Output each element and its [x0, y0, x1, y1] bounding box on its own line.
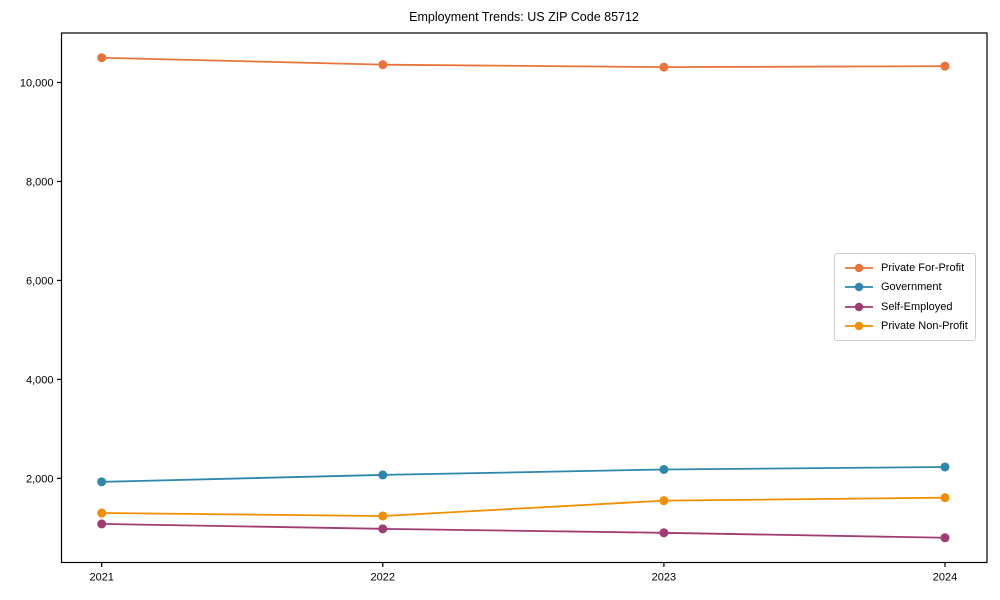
data-point-private-non-profit-2022 [378, 511, 388, 521]
series-line-private-for-profit [101, 56, 946, 69]
data-point-self-employed-2023 [659, 528, 669, 538]
data-point-government-2022 [378, 470, 388, 480]
x-axis-tick-label: 2021 [89, 572, 113, 584]
data-point-private-non-profit-2023 [659, 496, 669, 506]
data-point-private-non-profit-2021 [97, 508, 107, 518]
legend-label: Government [881, 281, 942, 294]
y-axis-tick-label: 8,000 [26, 176, 54, 188]
x-axis-tick-label: 2024 [933, 572, 957, 584]
legend: Private For-Profit Government Self-Employe… [834, 253, 976, 341]
legend-marker-icon [845, 322, 873, 331]
data-point-private-for-profit-2023 [659, 62, 669, 72]
series-line-government [101, 466, 946, 483]
legend-item-government: Government [844, 278, 971, 298]
legend-item-self-employed: Self-Employed [844, 297, 971, 317]
chart-title: Employment Trends: US ZIP Code 85712 [409, 10, 639, 24]
data-point-government-2023 [659, 464, 669, 474]
data-point-self-employed-2024 [940, 533, 950, 543]
data-point-private-non-profit-2024 [940, 493, 950, 503]
legend-marker-icon [845, 302, 873, 311]
x-axis-tick-label: 2023 [652, 572, 676, 584]
data-point-government-2021 [97, 477, 107, 487]
series-line-private-non-profit [101, 496, 946, 517]
y-axis-tick-label: 2,000 [26, 473, 54, 485]
y-axis-tick-label: 10,000 [20, 77, 54, 89]
legend-item-private-non-profit: Private Non-Profit [844, 317, 971, 337]
data-point-self-employed-2022 [378, 524, 388, 534]
plot-border [60, 32, 988, 564]
legend-marker-icon [845, 283, 873, 292]
legend-label: Self-Employed [881, 300, 953, 313]
data-point-government-2024 [940, 462, 950, 472]
data-point-self-employed-2021 [97, 519, 107, 529]
legend-marker-icon [845, 263, 873, 272]
data-point-private-for-profit-2022 [378, 60, 388, 70]
data-point-private-for-profit-2024 [940, 61, 950, 71]
y-axis-tick-label: 6,000 [26, 275, 54, 287]
legend-label: Private Non-Profit [881, 320, 968, 333]
legend-label: Private For-Profit [881, 261, 965, 274]
x-axis-tick-label: 2022 [371, 572, 395, 584]
data-point-private-for-profit-2021 [97, 53, 107, 63]
y-axis-tick-label: 4,000 [26, 374, 54, 386]
series-line-self-employed [101, 523, 946, 539]
legend-item-private-for-profit: Private For-Profit [844, 258, 971, 278]
